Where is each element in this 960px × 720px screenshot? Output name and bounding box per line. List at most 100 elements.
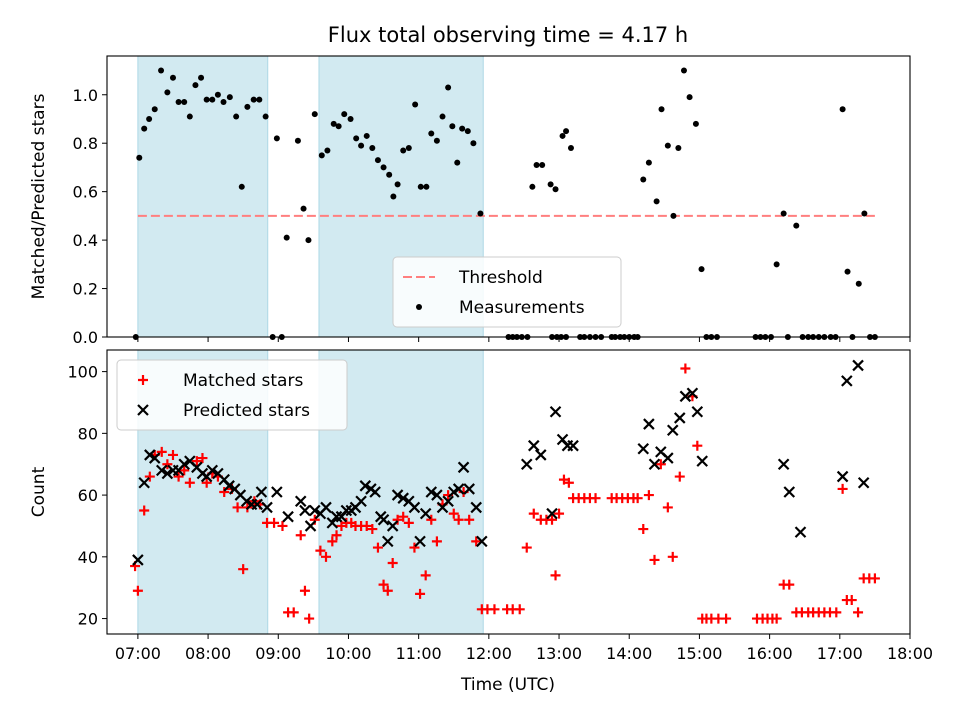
predicted-star-point [206, 464, 219, 477]
matched-star-point [184, 477, 195, 488]
measurement-point [533, 162, 540, 169]
measurement-point [675, 145, 682, 152]
measurement-point [341, 111, 348, 118]
y-tick-label: 80 [78, 424, 98, 443]
matched-star-point [521, 542, 532, 553]
measurement-point [300, 205, 307, 212]
y-axis-label: Count [29, 466, 49, 517]
measurement-point [394, 181, 401, 188]
x-tick-label: 14:00 [606, 644, 652, 663]
matched-star-point [431, 536, 442, 547]
predicted-star-point [359, 480, 372, 492]
matched-star-point [382, 585, 393, 596]
x-tick-label: 11:00 [396, 644, 442, 663]
measurement-point [433, 137, 440, 144]
x-tick-label: 13:00 [536, 644, 582, 663]
measurement-point [363, 132, 370, 139]
measurement-point [262, 113, 269, 120]
predicted-star-point [857, 476, 870, 489]
predicted-star-point [520, 458, 533, 470]
measurement-point [181, 99, 188, 106]
measurement-point [664, 142, 671, 149]
predicted-star-point [386, 520, 399, 532]
measurement-point [559, 132, 566, 139]
matched-star-point [167, 449, 178, 460]
predicted-star-point [155, 464, 168, 477]
predicted-star-point [299, 504, 311, 517]
matched-star-point [409, 542, 420, 553]
x-tick-label: 15:00 [676, 644, 722, 663]
measurement-point [347, 115, 354, 122]
measurement-point [250, 96, 257, 103]
matched-star-point [643, 490, 654, 501]
measurement-point [454, 159, 461, 166]
measurement-point [358, 142, 365, 149]
measurement-point [470, 140, 477, 147]
measurement-point [192, 82, 199, 89]
measurement-point [405, 145, 412, 152]
matched-star-point [162, 459, 173, 470]
matched-star-point [191, 456, 202, 467]
measurement-point [318, 152, 325, 159]
matched-star-point [426, 514, 437, 525]
matched-star-point [680, 363, 691, 374]
matched-star-point [721, 613, 732, 624]
measurement-point [686, 94, 693, 101]
measurement-point [169, 74, 176, 81]
measurement-point [294, 137, 301, 144]
measurement-point [151, 106, 158, 113]
measurement-point [238, 183, 245, 190]
predicted-star-point [419, 507, 432, 520]
predicted-star-point [304, 520, 317, 532]
matched-star-point [156, 446, 167, 457]
measurement-point [423, 183, 430, 190]
matched-star-point [132, 585, 143, 596]
measurement-point [141, 125, 148, 132]
measurement-point [445, 84, 452, 91]
measurement-point [203, 96, 210, 103]
matched-star-point [853, 607, 864, 618]
predicted-star-point [535, 449, 547, 461]
predicted-star-point [777, 458, 790, 470]
measurement-point [390, 193, 397, 200]
predicted-star-point [294, 495, 307, 508]
matched-star-point [299, 585, 310, 596]
measurement-point [552, 186, 559, 193]
matched-star-point [655, 459, 666, 470]
predicted-star-point [414, 535, 426, 548]
predicted-star-point [546, 507, 558, 520]
measurement-point [369, 145, 376, 152]
y-tick-label: 0.4 [73, 231, 98, 250]
matched-star-point [547, 514, 558, 525]
matched-star-point [277, 520, 288, 531]
legend-box [392, 256, 622, 328]
count-panel: 20 40 60 80 100 07:00 08:00 09:00 10:00 11:00 12:0… [29, 349, 933, 663]
predicted-star-point [391, 489, 404, 501]
predicted-star-point [397, 492, 409, 504]
matched-star-point [288, 607, 299, 618]
predicted-star-point [261, 501, 273, 514]
measurement-point [256, 96, 263, 103]
measurement-point [416, 304, 422, 310]
matched-star-point [632, 493, 643, 504]
matched-star-point [173, 471, 184, 482]
measurement-point [400, 147, 407, 154]
predicted-star-point [470, 501, 482, 514]
measurement-point [417, 183, 424, 190]
measurement-point [198, 74, 205, 81]
predicted-star-point [282, 510, 294, 523]
measurement-point [209, 96, 216, 103]
measurement-point [547, 181, 554, 188]
matched-star-point [232, 502, 243, 513]
measurement-point [330, 120, 337, 127]
measurement-point [335, 123, 342, 130]
y-tick-label: 0.8 [73, 134, 98, 153]
measurement-point [283, 234, 290, 241]
measurement-point [680, 67, 687, 74]
y-tick-label: 60 [78, 486, 98, 505]
predicted-star-point [340, 504, 353, 517]
matched-star-point [392, 514, 403, 525]
matched-star-point [367, 524, 378, 535]
matched-star-point [528, 508, 539, 519]
measurement-point [459, 125, 466, 132]
